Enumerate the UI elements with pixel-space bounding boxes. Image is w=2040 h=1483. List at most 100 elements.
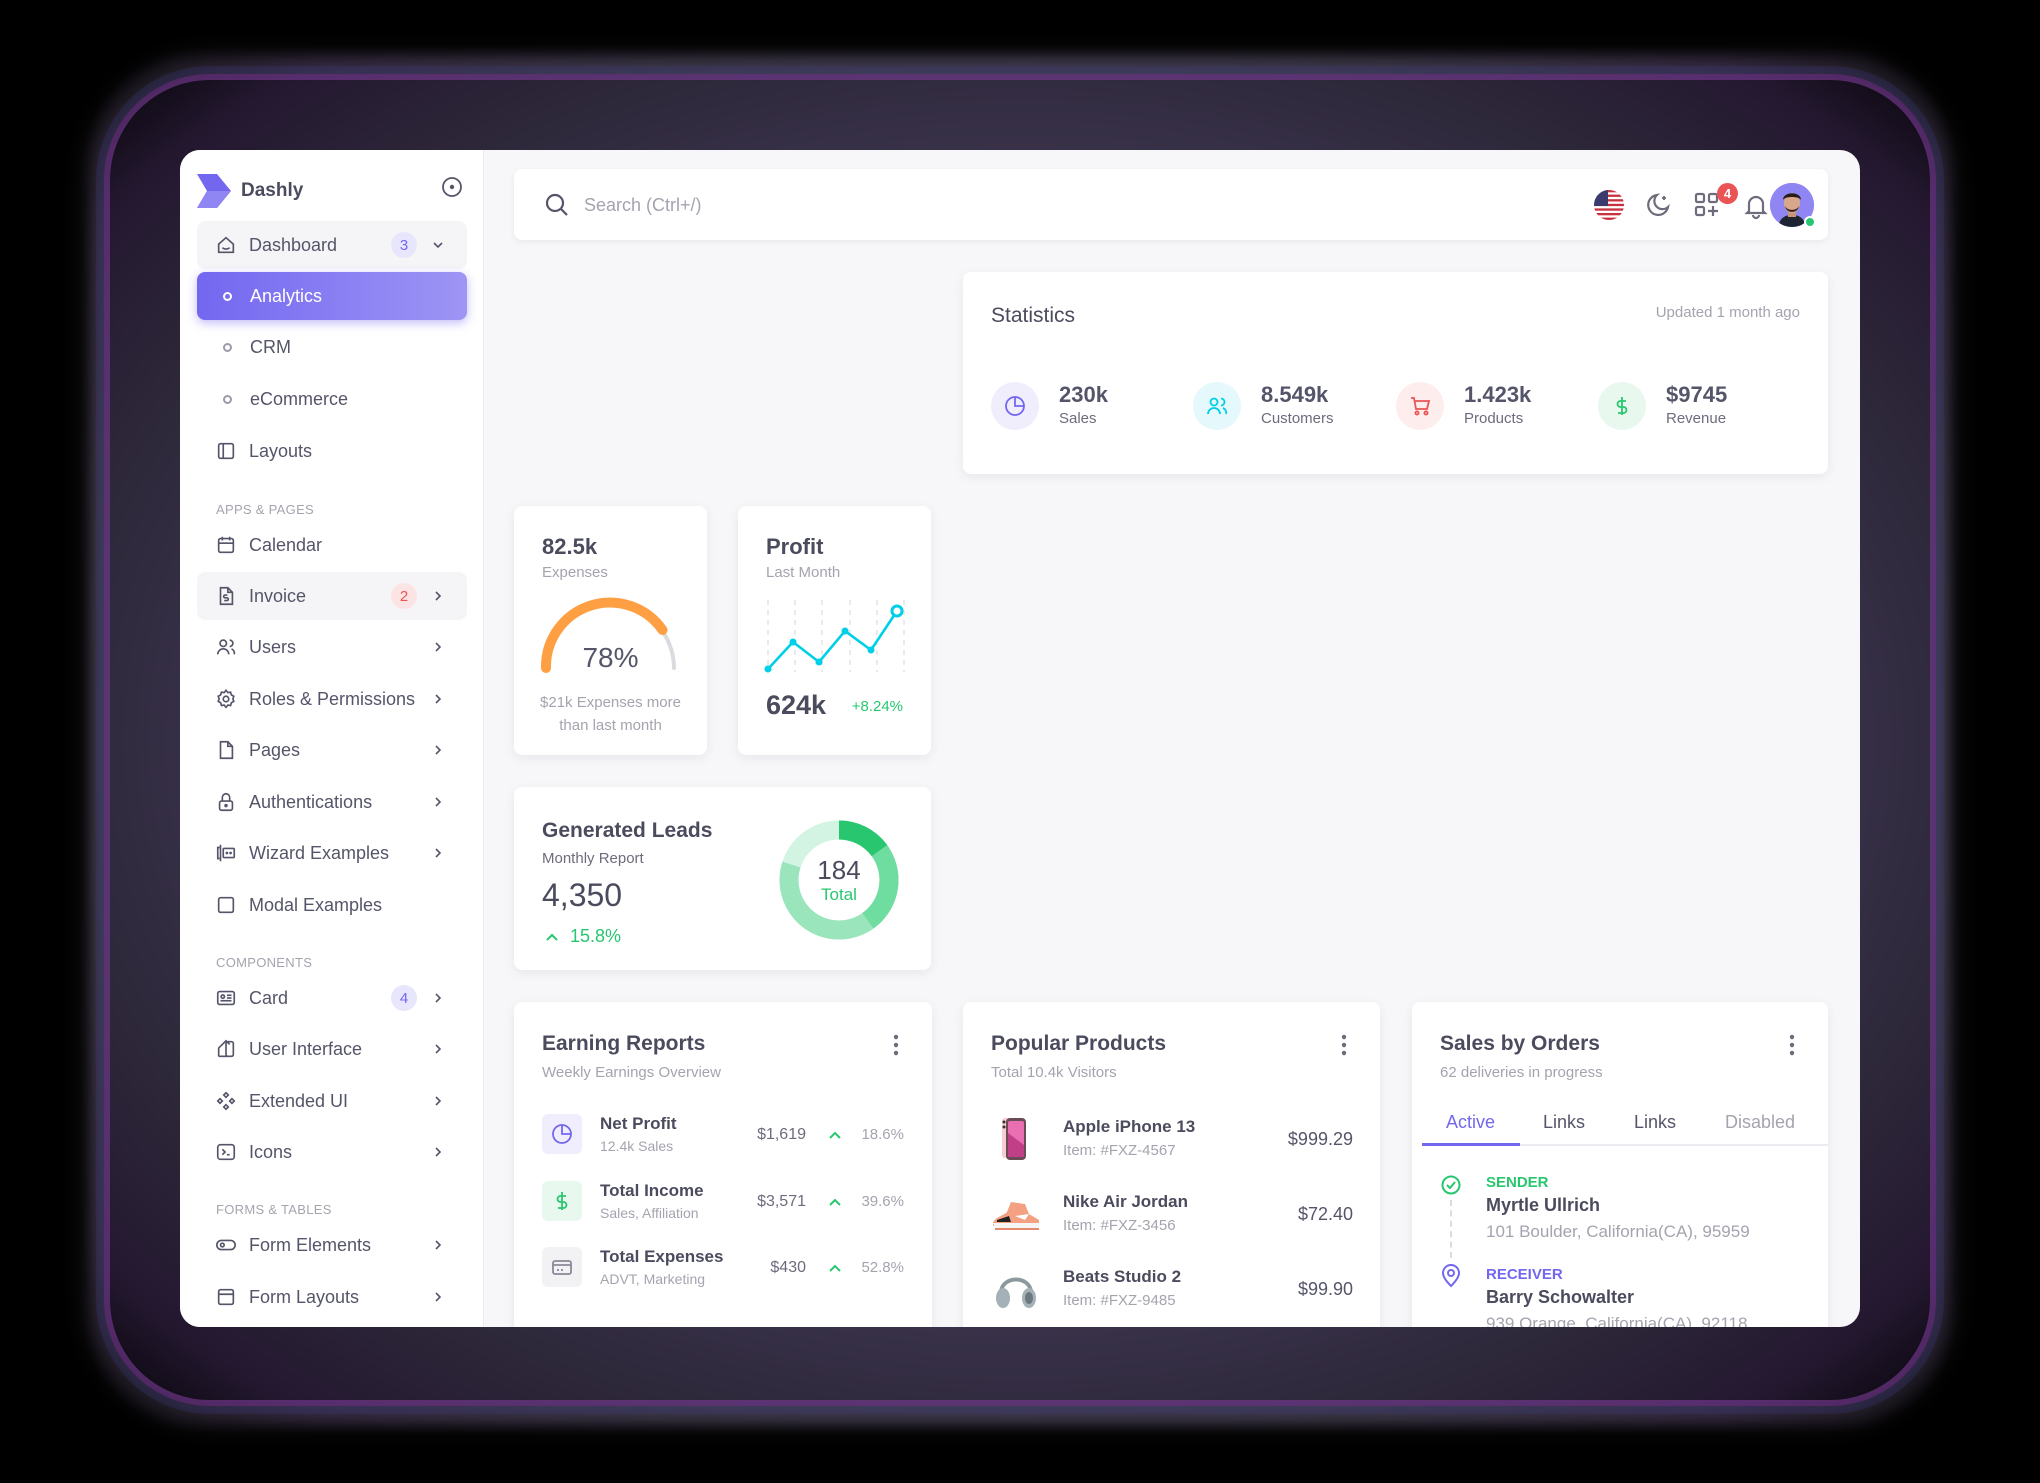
sidebar-item-label: Wizard Examples (249, 842, 390, 863)
sidebar-item-calendar[interactable]: Calendar (197, 521, 467, 569)
components-icon (216, 1091, 236, 1111)
sidebar-item-analytics[interactable]: Analytics (197, 272, 467, 320)
product-row[interactable]: Beats Studio 2 Item: #FXZ-9485 $99.90 (991, 1265, 1353, 1315)
leads-title: Generated Leads (542, 819, 713, 842)
product-name: Beats Studio 2 (1063, 1267, 1182, 1286)
sidebar-item-invoice[interactable]: Invoice 2 (197, 572, 467, 620)
chevron-right-icon (435, 745, 442, 755)
sidebar-item-label: Calendar (249, 534, 323, 555)
map-pin-icon (1441, 1264, 1461, 1288)
card-subtitle: Total 10.4k Visitors (991, 1064, 1117, 1081)
profit-card: Profit Last Month 624k +8.24% (738, 506, 931, 755)
sidebar-item-icons[interactable]: Icons (197, 1128, 467, 1176)
collapse-sidebar-icon[interactable] (441, 176, 463, 198)
search-input[interactable] (584, 187, 1084, 223)
sidebar-item-label: Dashboard (249, 234, 338, 255)
sidebar-item-wizard-examples[interactable]: Wizard Examples (197, 829, 467, 877)
sidebar-item-label: Form Elements (249, 1234, 372, 1255)
card-title: Statistics (991, 304, 1076, 327)
shortcuts-icon[interactable] (1692, 190, 1722, 220)
sidebar-item-label: Pages (249, 739, 301, 760)
pie-chart-icon (991, 382, 1039, 430)
sidebar-item-card[interactable]: Card 4 (197, 974, 467, 1022)
lock-icon (218, 792, 234, 812)
sidebar-item-users[interactable]: Users (197, 623, 467, 671)
generated-leads-card: Generated Leads Monthly Report 4,350 15.… (514, 787, 931, 970)
terminal-icon (216, 1143, 236, 1161)
sidebar-item-pages[interactable]: Pages (197, 726, 467, 774)
product-price: $99.90 (1297, 1279, 1353, 1299)
sidebar-item-dashboard[interactable]: Dashboard 3 (197, 221, 467, 269)
chevron-right-icon (435, 642, 442, 652)
dollar-icon (1598, 382, 1646, 430)
sidebar-item-label: Form Layouts (249, 1286, 360, 1307)
sneaker-image-icon (993, 1202, 1039, 1230)
sidebar-item-crm[interactable]: CRM (197, 323, 467, 371)
sidebar-item-user-interface[interactable]: User Interface (197, 1025, 467, 1073)
product-row[interactable]: Nike Air Jordan Item: #FXZ-3456 $72.40 (991, 1190, 1353, 1240)
receiver-label: RECEIVER (1486, 1266, 1563, 1283)
card-title: Sales by Orders (1440, 1032, 1600, 1055)
stat-value: 230k (1059, 382, 1108, 407)
chevron-right-icon (435, 591, 442, 601)
notification-badge: 4 (1717, 183, 1738, 204)
sidebar-item-label: Icons (249, 1141, 293, 1162)
row-subtitle: ADVT, Marketing (600, 1271, 706, 1287)
sidebar-item-form-elements[interactable]: Form Elements (197, 1221, 467, 1269)
profit-title: Profit (766, 534, 824, 559)
tab-disabled: Disabled (1725, 1112, 1796, 1132)
more-vertical-icon[interactable] (1341, 1034, 1347, 1056)
badge: 4 (391, 985, 417, 1011)
sidebar-item-roles-permissions[interactable]: Roles & Permissions (197, 675, 467, 723)
calendar-icon (217, 536, 235, 554)
sidebar-item-authentications[interactable]: Authentications (197, 778, 467, 826)
layout-icon (217, 442, 235, 460)
sidebar-item-label: Modal Examples (249, 894, 383, 915)
card-subtitle: Weekly Earnings Overview (542, 1064, 721, 1081)
section-apps-pages: APPS & PAGES (216, 502, 315, 517)
receiver-name: Barry Schowalter (1486, 1287, 1635, 1307)
more-vertical-icon[interactable] (1789, 1034, 1795, 1056)
swatch-icon (217, 1039, 235, 1058)
sender-label: SENDER (1486, 1174, 1549, 1191)
moon-icon[interactable] (1643, 190, 1673, 220)
online-status-dot (1804, 216, 1816, 228)
chevron-right-icon (435, 694, 442, 704)
statistics-card: Statistics Updated 1 month ago 230k Sale… (963, 272, 1828, 474)
product-item-code: Item: #FXZ-3456 (1063, 1217, 1176, 1234)
tab-links-1[interactable]: Links (1543, 1112, 1586, 1132)
arrow-up-icon (829, 1131, 841, 1139)
leads-value: 4,350 (542, 877, 623, 913)
sidebar-item-form-layouts[interactable]: Form Layouts (197, 1273, 467, 1321)
product-row[interactable]: Apple iPhone 13 Item: #FXZ-4567 $999.29 (991, 1115, 1353, 1165)
updated-text: Updated 1 month ago (1655, 304, 1800, 321)
stat-value: 1.423k (1464, 382, 1532, 407)
tab-active[interactable]: Active (1446, 1112, 1496, 1132)
sidebar-item-ecommerce[interactable]: eCommerce (197, 375, 467, 423)
bell-icon[interactable] (1741, 190, 1771, 220)
row-amount: $3,571 (757, 1193, 806, 1210)
us-flag-icon[interactable] (1594, 190, 1624, 220)
more-vertical-icon[interactable] (893, 1034, 899, 1056)
donut-value: 184 (817, 855, 861, 885)
logo-icon (197, 174, 231, 208)
section-components: COMPONENTS (216, 955, 313, 970)
sidebar-item-layouts[interactable]: Layouts (197, 427, 467, 475)
sidebar-item-label: eCommerce (250, 388, 349, 409)
earning-row-total-income: Total Income Sales, Affiliation $3,571 3… (542, 1181, 904, 1227)
expenses-note: than last month (559, 717, 662, 734)
search-icon[interactable] (544, 192, 570, 218)
form-layout-icon (217, 1288, 235, 1306)
credit-card-icon (542, 1247, 582, 1287)
sidebar-item-modal-examples[interactable]: Modal Examples (197, 881, 467, 929)
sidebar-item-extended-ui[interactable]: Extended UI (197, 1077, 467, 1125)
tab-links-2[interactable]: Links (1634, 1112, 1677, 1132)
stat-value: 8.549k (1261, 382, 1329, 407)
row-title: Total Expenses (600, 1247, 724, 1266)
product-item-code: Item: #FXZ-4567 (1063, 1142, 1176, 1159)
expenses-gauge (540, 597, 676, 673)
profit-value: 624k (766, 690, 827, 720)
earning-row-net-profit: Net Profit 12.4k Sales $1,619 18.6% (542, 1114, 904, 1160)
cart-icon (1396, 382, 1444, 430)
brand[interactable]: Dashly (197, 174, 303, 208)
